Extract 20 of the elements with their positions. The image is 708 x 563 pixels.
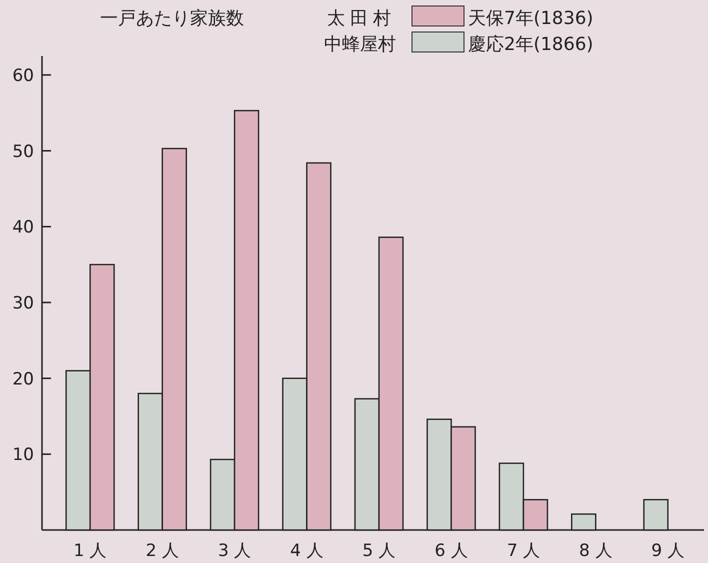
text: 中蜂屋村 [324, 34, 396, 55]
x-tick-label: 2 人 [146, 541, 179, 561]
legend-label: 慶応2年(1866) [468, 34, 594, 55]
y-tick-label: 40 [12, 218, 34, 238]
x-tick-label: 4 人 [290, 541, 324, 561]
x-tick-label: 3 人 [218, 541, 252, 561]
x-tick-label: 1 人 [73, 541, 107, 561]
x-tick-label: 7 人 [506, 541, 540, 561]
x-tick-label: 8 人 [579, 541, 612, 561]
x-tick-label: 9 人 [651, 541, 685, 561]
y-tick-label: 50 [12, 142, 34, 162]
y-tick-label: 10 [12, 445, 34, 466]
y-tick-label: 30 [12, 293, 34, 314]
y-tick-label: 20 [12, 369, 34, 390]
y-tick-label: 60 [12, 66, 34, 86]
x-tick-label: 5 人 [362, 541, 396, 561]
chart-title: 一戸あたり家族数 [100, 8, 244, 29]
x-tick-label: 6 人 [434, 541, 468, 561]
text: 太田村 [327, 8, 396, 29]
legend-label: 天保7年(1836) [468, 8, 594, 29]
